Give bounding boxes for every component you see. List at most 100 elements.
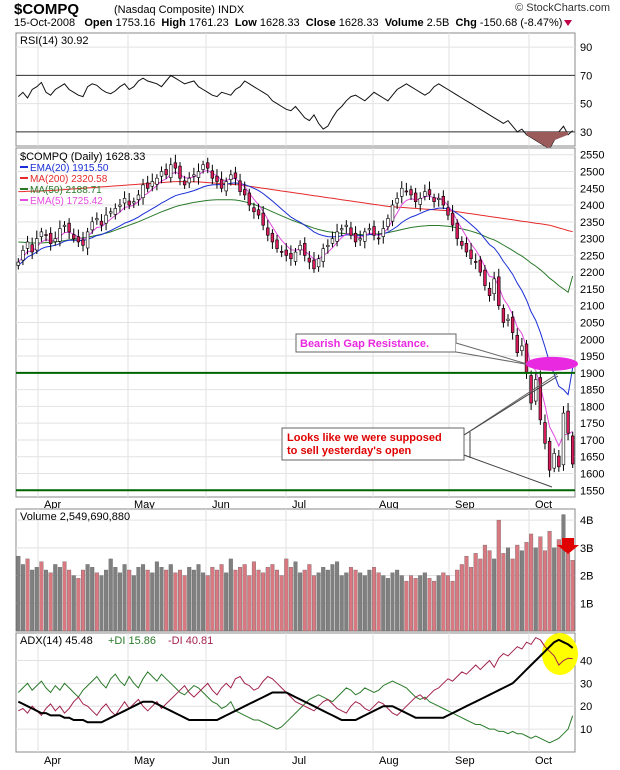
volume-bar-29 bbox=[150, 572, 155, 632]
candle-body-119 bbox=[566, 410, 570, 434]
candle-body-33 bbox=[169, 164, 173, 178]
candle-body-107 bbox=[510, 316, 515, 333]
candle-body-21 bbox=[113, 208, 118, 215]
candle-body-0 bbox=[16, 261, 20, 266]
candle-body-104 bbox=[497, 276, 501, 307]
candle-body-30 bbox=[155, 177, 159, 185]
candle-body-32 bbox=[164, 169, 168, 176]
candle-body-103 bbox=[492, 278, 496, 294]
candle-body-16 bbox=[90, 221, 94, 231]
volume-bar-53 bbox=[261, 572, 266, 632]
adx-legend-plus-di: +DI 15.86 bbox=[108, 635, 156, 647]
volume-bar-45 bbox=[224, 572, 229, 632]
volume-bar-78 bbox=[376, 572, 381, 632]
volume-bar-4 bbox=[34, 567, 39, 632]
candle-body-70 bbox=[340, 228, 344, 231]
candle-body-84 bbox=[404, 190, 409, 193]
candle-body-91 bbox=[437, 198, 441, 200]
volume-bar-51 bbox=[251, 561, 256, 632]
candle-body-2 bbox=[25, 241, 30, 249]
candle-body-37 bbox=[187, 177, 191, 184]
volume-bar-50 bbox=[247, 575, 252, 632]
down-arrow-icon bbox=[564, 20, 573, 27]
ma200-line bbox=[18, 181, 573, 233]
price-tick-2: 2450 bbox=[580, 183, 604, 195]
adx-line bbox=[17, 638, 574, 724]
candle-body-106 bbox=[506, 318, 510, 321]
candle-body-50 bbox=[247, 192, 251, 206]
candle-body-61 bbox=[298, 245, 302, 251]
rsi-oversold-fill bbox=[526, 131, 569, 149]
volume-bar-1 bbox=[20, 564, 25, 632]
volume-bar-11 bbox=[67, 569, 72, 632]
volume-bar-0 bbox=[16, 555, 21, 632]
candle-body-57 bbox=[279, 251, 284, 253]
volume-bar-77 bbox=[372, 567, 377, 632]
adx-x-label-apr: Apr bbox=[44, 755, 61, 767]
price-x-label-apr: Apr bbox=[44, 499, 61, 511]
rsi-panel bbox=[15, 32, 576, 147]
volume-bar-66 bbox=[321, 567, 326, 632]
volume-bar-36 bbox=[182, 575, 187, 632]
sell-annotation-line-1: to sell yesterday's open bbox=[287, 445, 412, 457]
candle-body-74 bbox=[358, 238, 362, 241]
price-x-label-sep: Sep bbox=[455, 499, 475, 511]
price-tick-13: 1900 bbox=[580, 368, 604, 380]
candle-body-82 bbox=[395, 198, 399, 204]
candle-body-48 bbox=[238, 180, 242, 192]
candle-body-93 bbox=[446, 207, 450, 216]
price-x-label-oct: Oct bbox=[535, 499, 552, 511]
volume-bar-112 bbox=[533, 547, 538, 632]
candle-body-42 bbox=[210, 170, 215, 179]
chart-header: $COMPQ (Nasdaq Composite) INDX © StockCh… bbox=[0, 0, 620, 30]
candle-body-80 bbox=[386, 218, 390, 227]
candle-body-120 bbox=[571, 435, 575, 465]
volume-bar-71 bbox=[344, 572, 349, 632]
volume-bar-43 bbox=[214, 569, 219, 632]
chg-label: Chg bbox=[455, 17, 477, 29]
candle-body-35 bbox=[178, 165, 182, 179]
close-value: 1628.33 bbox=[338, 17, 379, 29]
open-value: 1753.16 bbox=[115, 17, 156, 29]
candle-body-76 bbox=[367, 228, 372, 231]
volume-bar-41 bbox=[205, 575, 210, 632]
volume-bar-10 bbox=[62, 561, 67, 632]
rsi-tick-2: 50 bbox=[580, 99, 592, 111]
price-tick-1: 2500 bbox=[580, 166, 604, 178]
candle-body-90 bbox=[432, 197, 436, 202]
volume-bar-75 bbox=[362, 575, 367, 632]
volume-bar-92 bbox=[441, 572, 446, 632]
volume-bar-35 bbox=[178, 569, 183, 632]
candle-body-78 bbox=[376, 237, 381, 240]
volume-bar-34 bbox=[173, 572, 178, 632]
volume-bar-33 bbox=[168, 564, 173, 632]
price-tick-12: 1950 bbox=[580, 351, 604, 363]
candle-body-10 bbox=[62, 224, 67, 227]
adx-x-label-jun: Jun bbox=[212, 755, 230, 767]
candle-body-88 bbox=[423, 191, 427, 197]
candle-body-47 bbox=[233, 172, 238, 179]
volume-bar-100 bbox=[478, 558, 483, 632]
volume-bar-101 bbox=[482, 544, 487, 632]
volume-bar-3 bbox=[30, 569, 35, 632]
volume-bar-69 bbox=[335, 561, 340, 632]
volume-bar-62 bbox=[302, 569, 307, 632]
volume-bar-13 bbox=[76, 578, 81, 632]
adx-tail bbox=[539, 638, 574, 657]
volume-bar-48 bbox=[238, 567, 243, 632]
price-tick-10: 2050 bbox=[580, 318, 604, 330]
volume-bar-98 bbox=[469, 567, 474, 632]
volume-bar-97 bbox=[464, 555, 469, 632]
sell-annotation-box bbox=[281, 427, 465, 461]
candle-body-15 bbox=[85, 231, 90, 249]
rsi-tick-1: 70 bbox=[580, 70, 592, 82]
volume-bar-27 bbox=[141, 564, 146, 632]
volume-bar-5 bbox=[39, 561, 44, 632]
price-tick-14: 1850 bbox=[580, 385, 604, 397]
volume-bar-16 bbox=[90, 567, 95, 632]
adx-legend-title: ADX(14) 45.48 bbox=[20, 635, 93, 647]
volume-bar-40 bbox=[201, 572, 206, 632]
adx-tick-0: 40 bbox=[580, 655, 592, 667]
volume-bar-52 bbox=[256, 569, 261, 632]
volume-bar-104 bbox=[496, 519, 501, 632]
